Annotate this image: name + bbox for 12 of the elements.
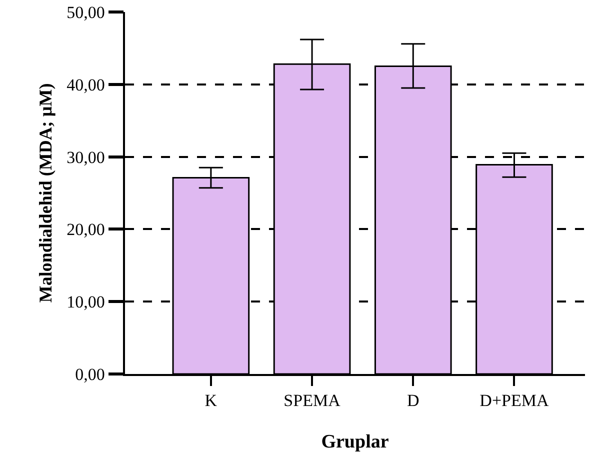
x-tick-label: SPEMA: [284, 391, 342, 410]
y-tick-label: 40,00: [66, 75, 105, 94]
y-tick-label: 50,00: [66, 2, 105, 22]
y-tick-label: 20,00: [66, 220, 105, 240]
y-tick-label: 10,00: [66, 292, 105, 312]
x-tick-label: K: [204, 391, 218, 410]
y-tick-label: 0,00: [75, 364, 105, 384]
y-tick-label: 30,00: [66, 148, 105, 167]
x-axis-title: Gruplar: [321, 431, 390, 452]
y-axis-title: Malondialdehid (MDA; µM): [35, 83, 56, 303]
x-tick-label: D: [406, 391, 420, 410]
x-tick-label: D+PEMA: [480, 391, 550, 410]
